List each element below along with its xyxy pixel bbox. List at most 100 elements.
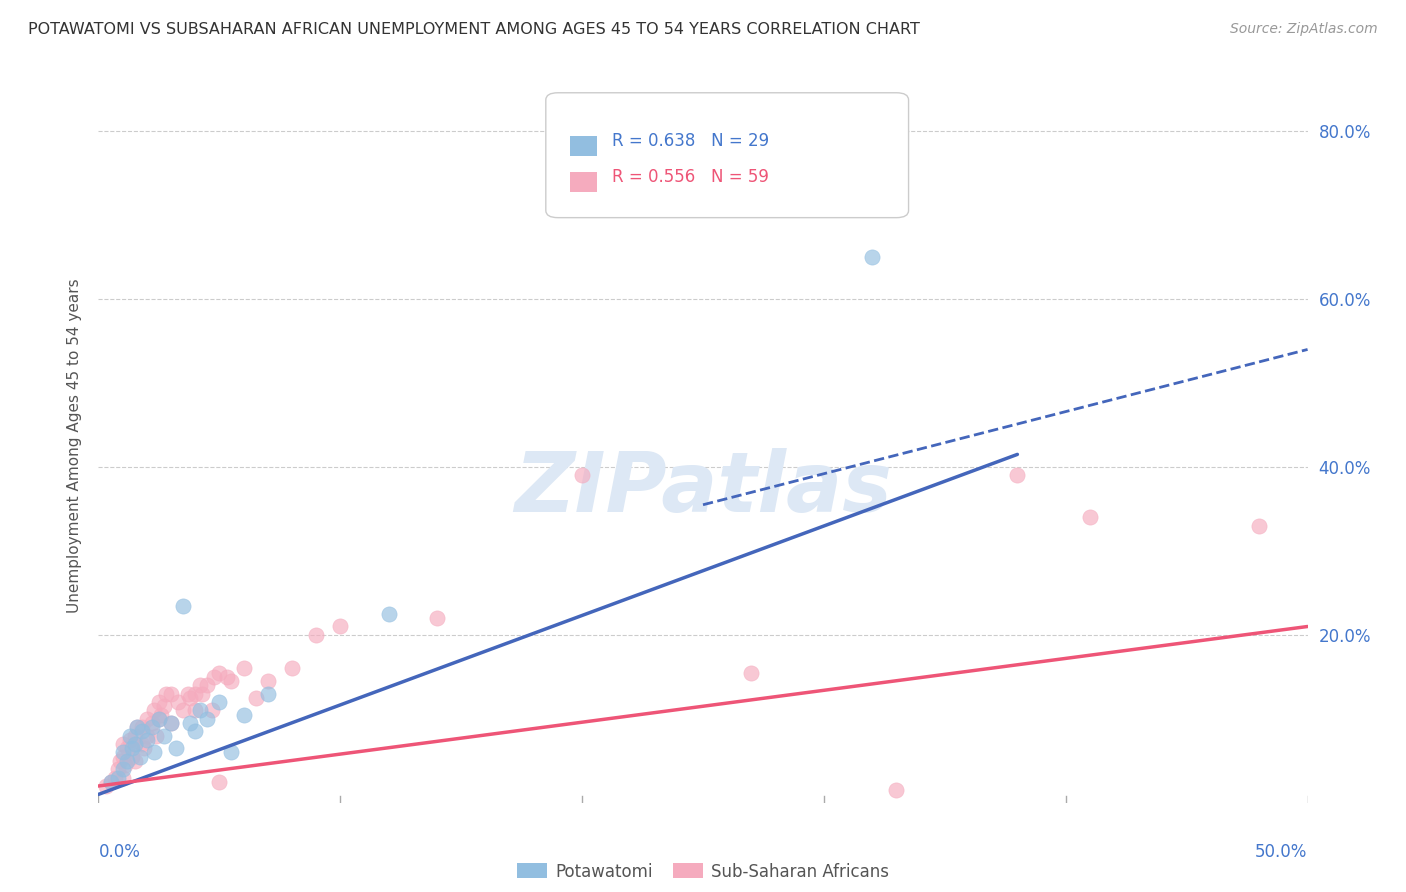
- Point: [1249, 518, 1271, 533]
- Point: [135, 732, 157, 747]
- Point: [377, 607, 399, 621]
- Point: [232, 707, 254, 722]
- Point: [143, 746, 166, 760]
- Point: [127, 720, 149, 734]
- Point: [100, 774, 122, 789]
- FancyBboxPatch shape: [546, 93, 908, 218]
- Point: [148, 712, 170, 726]
- Point: [155, 687, 177, 701]
- Point: [160, 687, 183, 701]
- Point: [128, 749, 150, 764]
- Point: [195, 712, 218, 726]
- Point: [111, 762, 134, 776]
- Point: [131, 724, 153, 739]
- Point: [148, 712, 170, 726]
- Point: [232, 661, 254, 675]
- Point: [118, 732, 141, 747]
- Point: [184, 724, 207, 739]
- Point: [131, 737, 153, 751]
- Bar: [569, 172, 598, 192]
- Point: [117, 754, 139, 768]
- Point: [1078, 510, 1101, 524]
- Point: [124, 729, 146, 743]
- Point: [256, 674, 278, 689]
- Point: [111, 749, 134, 764]
- Point: [208, 665, 231, 680]
- Point: [172, 599, 194, 613]
- Point: [143, 703, 166, 717]
- Point: [135, 712, 157, 726]
- Point: [134, 741, 156, 756]
- Point: [152, 699, 174, 714]
- Text: POTAWATOMI VS SUBSAHARAN AFRICAN UNEMPLOYMENT AMONG AGES 45 TO 54 YEARS CORRELAT: POTAWATOMI VS SUBSAHARAN AFRICAN UNEMPLO…: [28, 22, 920, 37]
- Point: [117, 741, 139, 756]
- Point: [245, 690, 267, 705]
- Point: [179, 690, 201, 705]
- Point: [167, 695, 190, 709]
- Point: [141, 720, 163, 734]
- Point: [195, 678, 218, 692]
- Point: [215, 670, 238, 684]
- Text: R = 0.638   N = 29: R = 0.638 N = 29: [612, 132, 769, 150]
- Point: [305, 628, 328, 642]
- Point: [124, 737, 146, 751]
- Point: [135, 729, 157, 743]
- Point: [221, 674, 243, 689]
- Point: [179, 716, 201, 731]
- Point: [94, 779, 117, 793]
- Point: [329, 619, 352, 633]
- Point: [184, 703, 207, 717]
- Point: [172, 703, 194, 717]
- Point: [165, 741, 187, 756]
- Text: ZIPatlas: ZIPatlas: [515, 449, 891, 529]
- Text: 0.0%: 0.0%: [98, 843, 141, 861]
- Bar: [569, 136, 598, 156]
- Y-axis label: Unemployment Among Ages 45 to 54 years: Unemployment Among Ages 45 to 54 years: [67, 278, 83, 614]
- Point: [184, 687, 207, 701]
- Point: [426, 611, 449, 625]
- Point: [160, 716, 183, 731]
- Point: [160, 716, 183, 731]
- Point: [114, 758, 136, 772]
- Point: [118, 729, 141, 743]
- Point: [127, 720, 149, 734]
- Point: [150, 707, 173, 722]
- Point: [177, 687, 200, 701]
- Point: [107, 771, 129, 785]
- Point: [111, 746, 134, 760]
- Point: [111, 771, 134, 785]
- Point: [152, 729, 174, 743]
- Point: [145, 729, 167, 743]
- Point: [201, 703, 224, 717]
- Point: [188, 703, 211, 717]
- Point: [107, 762, 129, 776]
- Point: [256, 687, 278, 701]
- Point: [191, 687, 214, 701]
- Point: [208, 774, 231, 789]
- Point: [221, 746, 243, 760]
- Text: R = 0.556   N = 59: R = 0.556 N = 59: [612, 168, 769, 186]
- Point: [121, 741, 143, 756]
- Point: [886, 783, 908, 797]
- Point: [571, 468, 593, 483]
- Point: [124, 737, 146, 751]
- Point: [108, 754, 131, 768]
- Text: 50.0%: 50.0%: [1256, 843, 1308, 861]
- Point: [121, 749, 143, 764]
- Point: [148, 695, 170, 709]
- Point: [281, 661, 304, 675]
- Point: [188, 678, 211, 692]
- Point: [124, 754, 146, 768]
- Point: [100, 774, 122, 789]
- Point: [208, 695, 231, 709]
- Text: Source: ZipAtlas.com: Source: ZipAtlas.com: [1230, 22, 1378, 37]
- Point: [860, 250, 883, 264]
- Point: [111, 737, 134, 751]
- Legend: Potawatomi, Sub-Saharan Africans: Potawatomi, Sub-Saharan Africans: [510, 856, 896, 888]
- Point: [104, 771, 127, 785]
- Point: [131, 720, 153, 734]
- Point: [204, 670, 226, 684]
- Point: [1007, 468, 1029, 483]
- Point: [141, 716, 163, 731]
- Point: [740, 665, 762, 680]
